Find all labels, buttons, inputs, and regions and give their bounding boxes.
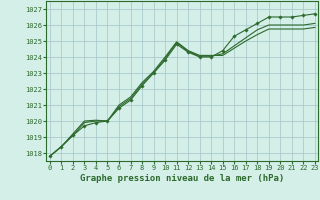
X-axis label: Graphe pression niveau de la mer (hPa): Graphe pression niveau de la mer (hPa): [80, 174, 284, 183]
